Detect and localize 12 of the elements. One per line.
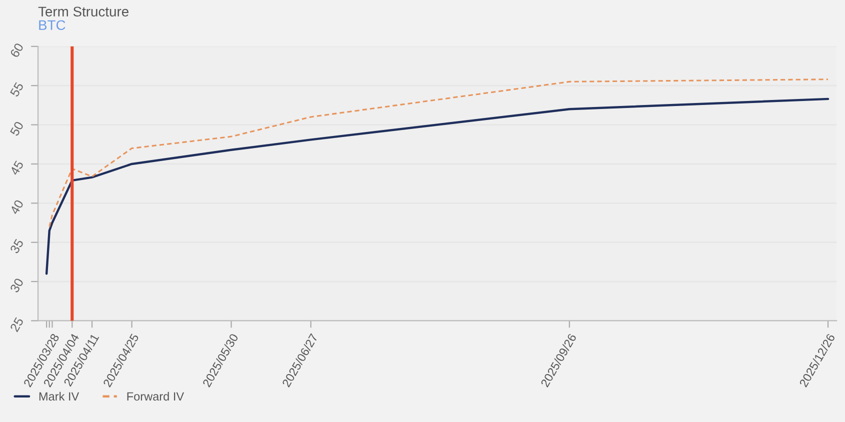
legend-label: Mark IV — [39, 392, 80, 401]
chart-subtitle: BTC — [39, 20, 66, 30]
y-tick-label: 55 — [10, 82, 24, 98]
chart-title: Term Structure — [38, 6, 128, 17]
y-tick-label: 60 — [10, 42, 24, 58]
y-tick-label: 25 — [10, 316, 24, 332]
legend-label: Forward IV — [127, 392, 184, 401]
y-tick-label: 30 — [10, 278, 24, 294]
y-tick-label: 50 — [10, 120, 24, 136]
y-tick-label: 40 — [10, 199, 24, 216]
y-tick-label: 35 — [10, 238, 24, 254]
y-tick-label: 45 — [10, 160, 24, 176]
